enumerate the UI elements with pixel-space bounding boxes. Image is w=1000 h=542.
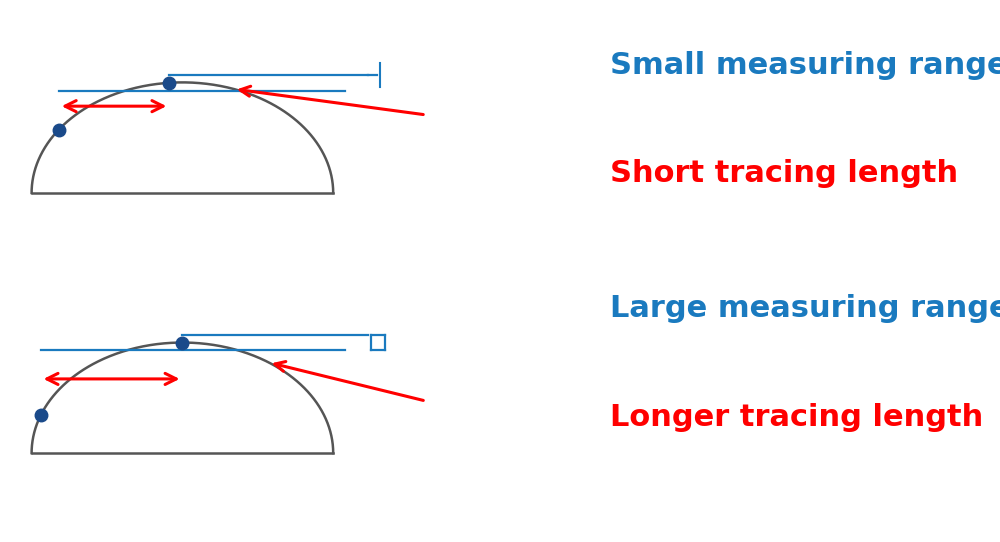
Text: Small measuring range: Small measuring range	[610, 50, 1000, 80]
Text: Longer tracing length: Longer tracing length	[610, 403, 983, 432]
Text: Large measuring range: Large measuring range	[610, 294, 1000, 324]
Text: Short tracing length: Short tracing length	[610, 159, 958, 188]
